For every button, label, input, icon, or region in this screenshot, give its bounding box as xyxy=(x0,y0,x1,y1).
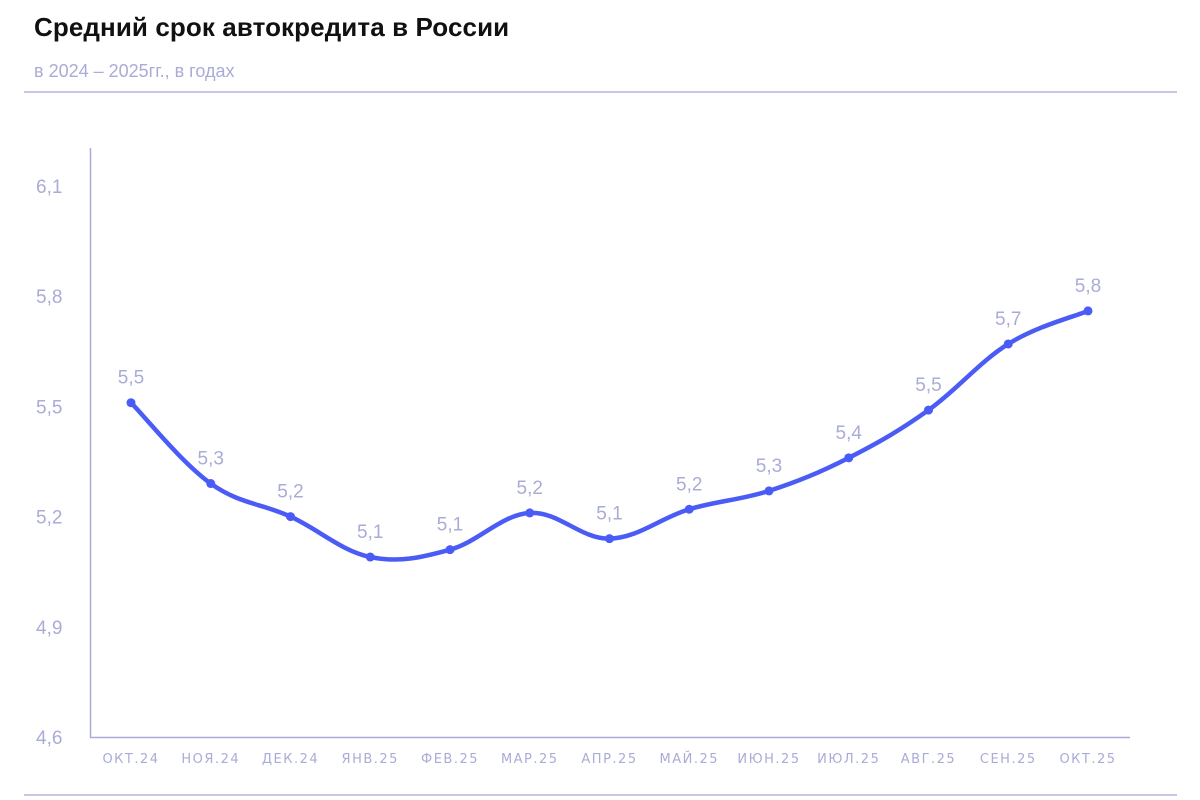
data-label: 5,2 xyxy=(277,482,303,503)
data-points xyxy=(126,306,1093,562)
data-point xyxy=(286,512,295,522)
x-tick-label: ИЮН.25 xyxy=(737,752,800,767)
data-point xyxy=(684,504,694,514)
chart-subtitle: в 2024 – 2025гг., в годах xyxy=(34,61,235,81)
x-tick-label: НОЯ.24 xyxy=(181,752,240,767)
data-point xyxy=(206,479,216,489)
data-label: 5,5 xyxy=(118,368,144,389)
data-label: 5,1 xyxy=(437,515,463,536)
x-tick-label: МАР.25 xyxy=(501,752,559,767)
data-label: 5,3 xyxy=(198,449,224,470)
x-tick-label: АПР.25 xyxy=(581,752,637,767)
data-label: 5,2 xyxy=(676,474,702,495)
x-tick-label: СЕН.25 xyxy=(980,752,1037,767)
data-label: 5,7 xyxy=(995,309,1021,330)
data-label: 5,2 xyxy=(517,478,543,499)
x-tick-label: ИЮЛ.25 xyxy=(817,752,880,767)
data-label: 5,1 xyxy=(357,522,383,543)
data-point xyxy=(126,398,136,408)
x-tick-label: ДЕК.24 xyxy=(262,752,319,767)
x-tick-label: ЯНВ.25 xyxy=(342,752,399,767)
y-tick-label: 5,8 xyxy=(36,287,62,308)
x-tick-label: ФЕВ.25 xyxy=(421,752,479,767)
y-tick-label: 6,1 xyxy=(36,177,62,198)
data-point xyxy=(1003,339,1013,349)
data-label: 5,1 xyxy=(596,504,622,525)
data-label: 5,4 xyxy=(836,423,863,444)
data-labels: 5,5 5,3 5,2 5,1 5,1 5,2 5,1 5,2 5,3 5,4 5,5 5,7 5,8 xyxy=(118,276,1101,543)
data-point xyxy=(1083,306,1093,316)
data-point xyxy=(445,545,455,555)
data-label: 5,3 xyxy=(756,456,782,477)
chart-title: Средний срок автокредита в России xyxy=(34,12,510,42)
x-tick-label: ОКТ.25 xyxy=(1059,752,1116,767)
top-divider xyxy=(24,91,1177,93)
data-point xyxy=(525,508,535,518)
bottom-divider xyxy=(24,794,1177,796)
y-tick-label: 5,5 xyxy=(36,397,62,418)
y-tick-label: 4,6 xyxy=(36,728,62,749)
x-tick-label: ОКТ.24 xyxy=(102,752,159,767)
data-point xyxy=(924,405,933,415)
y-tick-labels: 4,6 4,9 5,2 5,5 5,8 6,1 xyxy=(36,177,62,749)
data-label: 5,8 xyxy=(1075,276,1101,297)
x-tick-label: АВГ.25 xyxy=(901,752,956,767)
data-point xyxy=(365,552,375,562)
data-point xyxy=(844,453,854,463)
y-tick-label: 4,9 xyxy=(36,618,62,639)
data-label: 5,5 xyxy=(915,375,941,396)
data-point xyxy=(764,486,774,496)
y-tick-label: 5,2 xyxy=(36,508,62,529)
data-point xyxy=(605,534,614,544)
x-tick-label: МАЙ.25 xyxy=(659,751,719,767)
x-tick-labels: ОКТ.24 НОЯ.24 ДЕК.24 ЯНВ.25 ФЕВ.25 МАР.25 АПР.… xyxy=(102,751,1116,767)
